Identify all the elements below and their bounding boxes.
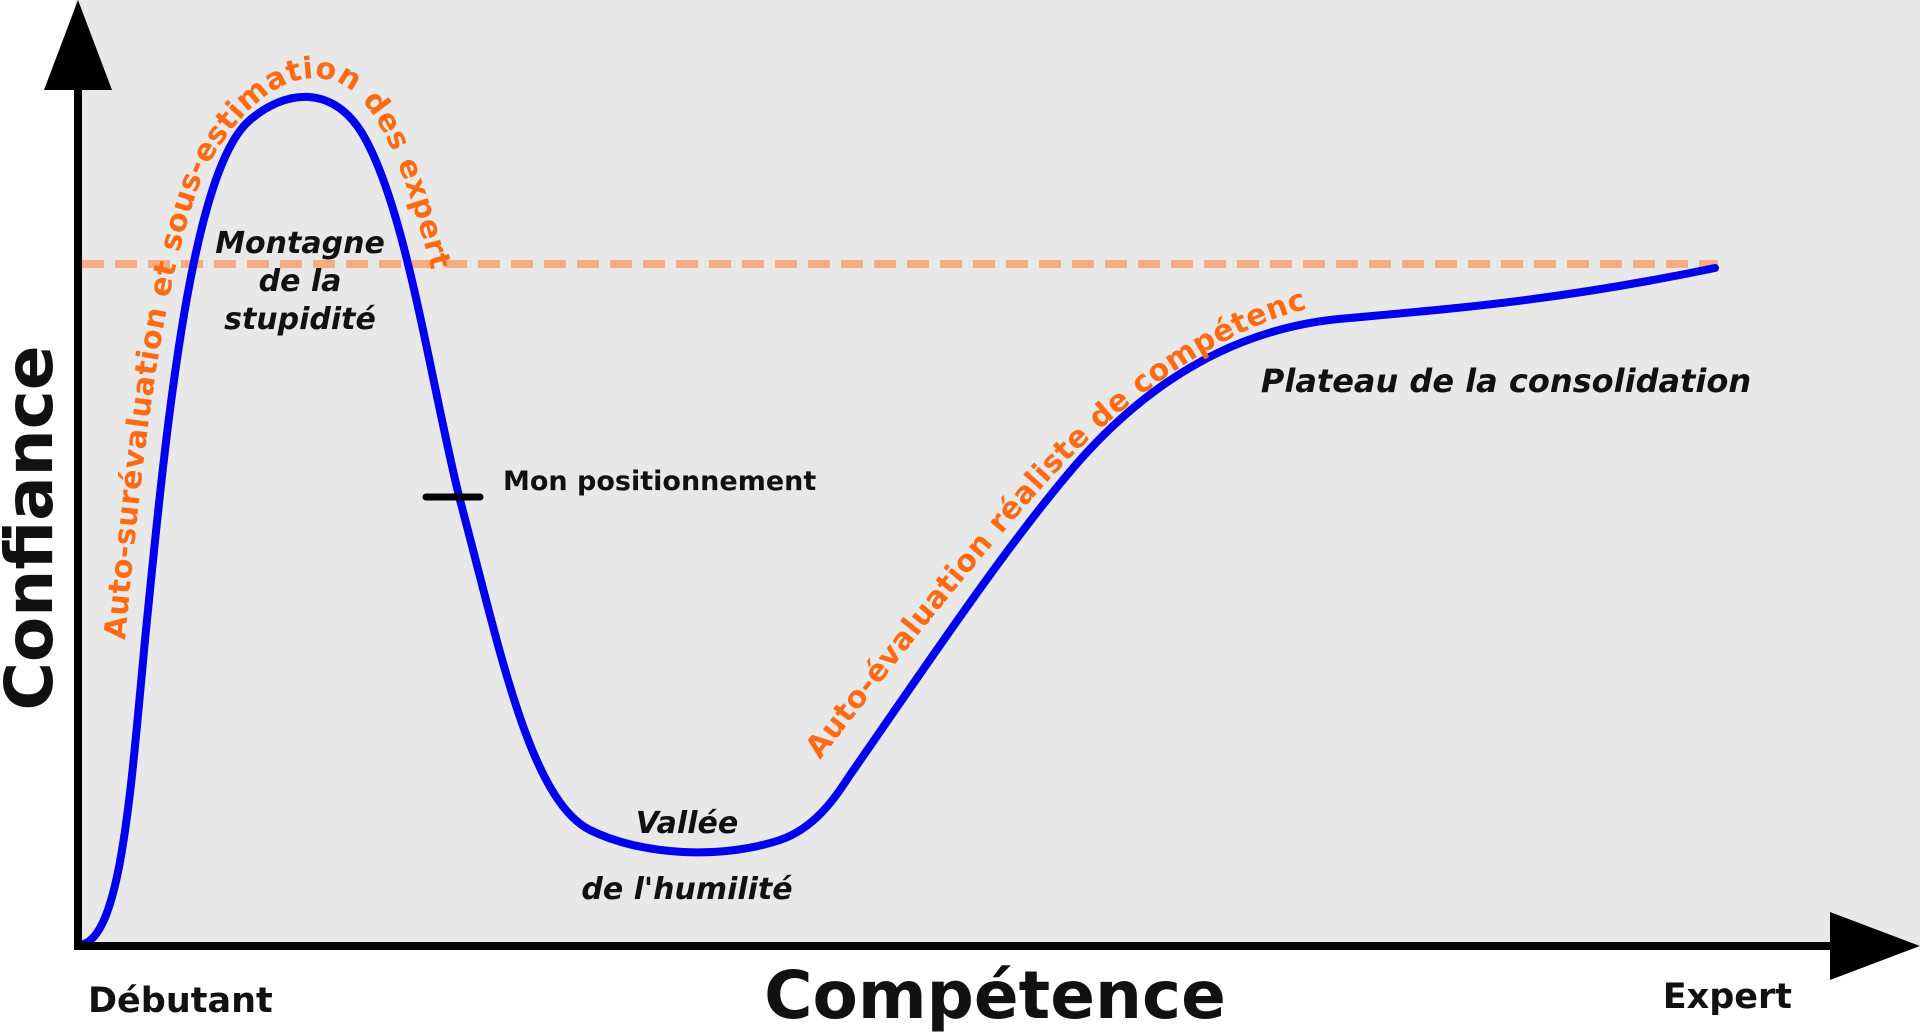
mountain-label-line3: stupidité bbox=[224, 302, 376, 337]
mountain-label-line1: Montagne bbox=[215, 226, 385, 261]
confidence-curve bbox=[74, 92, 1719, 949]
marker-label: Mon positionnement bbox=[503, 466, 816, 497]
x-axis-arrowhead bbox=[1830, 912, 1920, 980]
mountain-label-line2: de la bbox=[259, 264, 342, 299]
plot-background bbox=[75, 0, 1920, 945]
valley-label-line2: de l'humilité bbox=[581, 872, 792, 907]
plateau-label: Plateau de la consolidation bbox=[1261, 362, 1751, 400]
y-axis-label: Confiance bbox=[0, 345, 68, 710]
valley-label-line1: Vallée bbox=[636, 806, 738, 841]
x-axis-start-label: Débutant bbox=[88, 981, 273, 1021]
x-axis-label: Compétence bbox=[764, 957, 1226, 1032]
y-axis-arrowhead bbox=[44, 0, 112, 90]
x-axis-end-label: Expert bbox=[1663, 977, 1792, 1017]
